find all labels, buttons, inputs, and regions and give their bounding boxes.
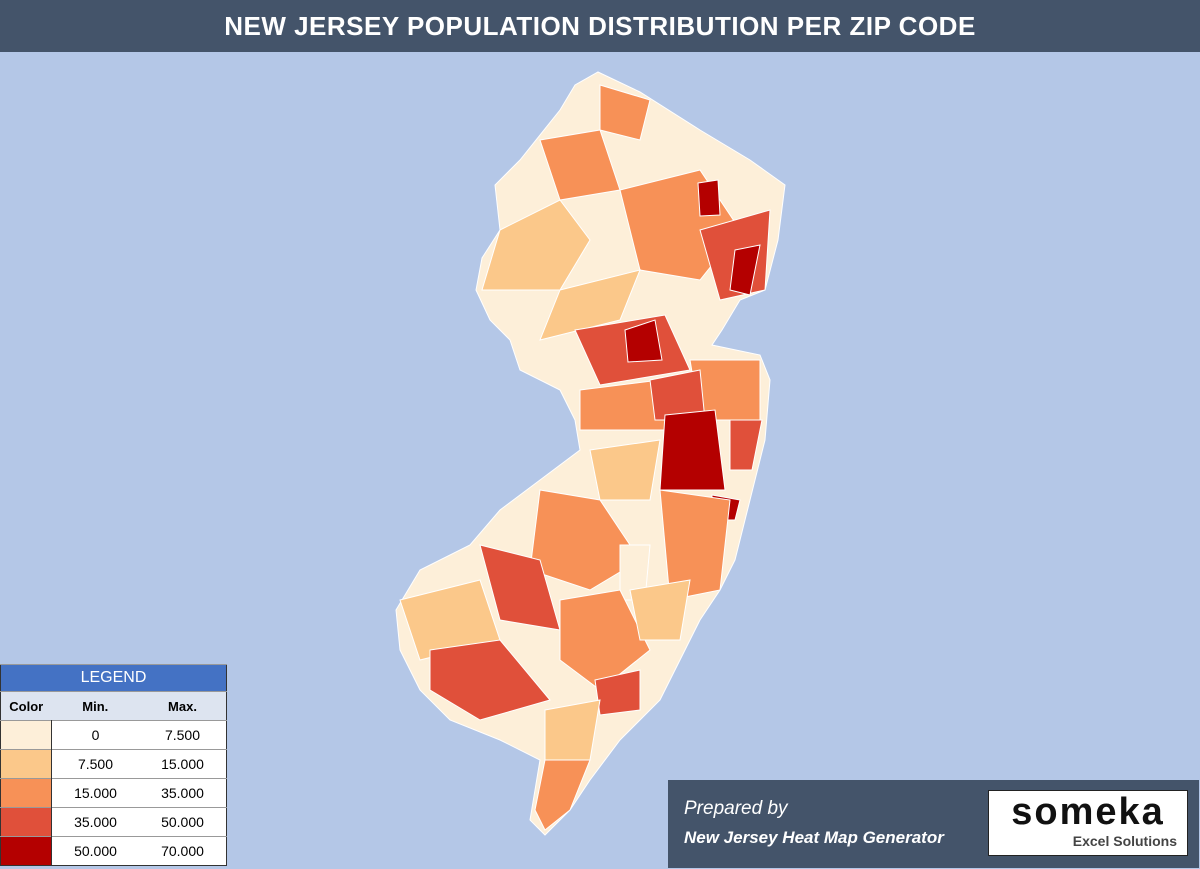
legend-row: 7.500 15.000 [0,749,227,779]
legend-row: 50.000 70.000 [0,836,227,866]
legend-row: 15.000 35.000 [0,778,227,808]
legend-swatch [0,807,52,837]
zip-area [589,439,661,501]
logo-name: someka [1011,791,1165,833]
zip-area [629,579,691,641]
zip-area [729,419,763,471]
zip-area [544,699,601,761]
zip-area [529,489,641,591]
zip-area [697,179,721,217]
zip-area [729,244,761,296]
legend-max: 50.000 [139,807,227,837]
zip-area [559,589,651,691]
legend-max: 7.500 [139,720,227,750]
legend: LEGEND Color Min. Max. 0 7.500 7.500 15.000… [0,664,227,866]
legend-min: 35.000 [51,807,139,837]
legend-swatch [0,720,52,750]
legend-max: 35.000 [139,778,227,808]
legend-title: LEGEND [0,664,227,692]
legend-column: Max. [139,691,227,721]
legend-max: 15.000 [139,749,227,779]
legend-min: 50.000 [51,836,139,866]
zip-area [534,759,591,831]
zip-area [429,639,551,721]
zip-area [539,269,641,341]
legend-swatch [0,836,52,866]
map [395,71,786,836]
legend-min: 15.000 [51,778,139,808]
zip-area [624,319,663,363]
title-bar: NEW JERSEY POPULATION DISTRIBUTION PER Z… [0,0,1200,52]
zip-area [659,409,726,491]
legend-column: Min. [51,691,139,721]
zip-area [481,199,591,291]
legend-swatch [0,749,52,779]
prepared-by: Prepared by [684,798,788,819]
logo-tagline: Excel Solutions [1072,833,1177,849]
legend-min: 0 [51,720,139,750]
legend-row: 35.000 50.000 [0,807,227,837]
footer: Prepared by New Jersey Heat Map Generato… [668,780,1199,868]
legend-column: Color [0,691,52,721]
logo: someka Excel Solutions [988,790,1188,856]
legend-row: 0 7.500 [0,720,227,750]
zip-area [659,489,731,601]
legend-swatch [0,778,52,808]
legend-min: 7.500 [51,749,139,779]
zip-area [599,84,651,141]
legend-max: 70.000 [139,836,227,866]
generator: New Jersey Heat Map Generator [684,828,944,847]
